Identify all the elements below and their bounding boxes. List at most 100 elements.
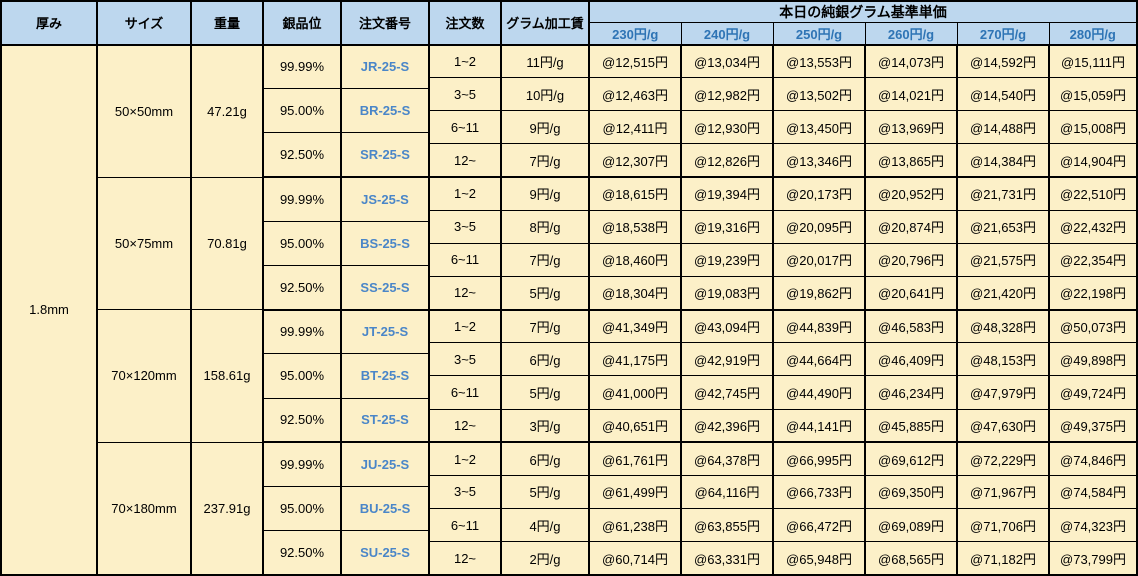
table-header: 厚み サイズ 重量 銀品位 注文番号 注文数 グラム加工賃 本日の純銀グラム基準…	[0, 0, 1138, 46]
price-cell: @44,839円	[772, 309, 866, 344]
col-header-thickness: 厚み	[0, 0, 98, 46]
price-cell: @15,008円	[1048, 110, 1138, 145]
price-cell: @61,761円	[588, 441, 682, 476]
price-cell: @45,885円	[864, 408, 958, 444]
body-subrow: 12~ 5円/g @18,304円 @19,083円 @19,862円 @20,641円 @…	[1, 275, 1138, 311]
order-no-cell: BT-25-S	[340, 353, 430, 399]
col-header-price-group: 本日の純銀グラム基準単価	[588, 0, 1138, 23]
col-header-fee: グラム加工賃	[500, 0, 590, 46]
size-cell: 50×75mm	[96, 176, 192, 311]
order-no-cell: SS-25-S	[340, 264, 430, 311]
body-subrow: 92.50% SR-25-S	[1, 132, 1137, 179]
qty-cell: 12~	[428, 541, 502, 576]
qty-cell: 6~11	[428, 507, 502, 543]
price-cell: @12,982円	[680, 77, 774, 112]
purity-cell: 92.50%	[262, 530, 342, 576]
fee-cell: 9円/g	[500, 110, 590, 145]
header-row-rates: 230円/g 240円/g 250円/g 260円/g 270円/g 280円/…	[1, 22, 1138, 46]
price-cell: @20,095円	[772, 209, 866, 244]
price-cell: @50,073円	[1048, 309, 1138, 344]
rate-header-230: 230円/g	[588, 22, 682, 46]
qty-cell: 3~5	[428, 77, 502, 112]
qty-cell: 12~	[428, 408, 502, 444]
price-cell: @19,316円	[680, 209, 774, 244]
price-cell: @69,612円	[864, 441, 958, 476]
price-cell: @14,384円	[956, 143, 1050, 179]
qty-cell: 1~2	[428, 309, 502, 344]
body-subrow: 95.00% BR-25-S	[1, 88, 1137, 134]
size-cell: 70×180mm	[96, 441, 192, 576]
price-cell: @71,182円	[956, 541, 1050, 576]
size-cell: 70×120mm	[96, 309, 192, 443]
purity-cell: 99.99%	[262, 309, 342, 355]
purity-cell: 95.00%	[262, 88, 342, 134]
price-cell: @13,346円	[772, 143, 866, 179]
price-cell: @41,000円	[588, 375, 682, 410]
price-cell: @42,919円	[680, 342, 774, 377]
body-subrow: 6~11 9円/g @12,411円 @12,930円 @13,450円 @13,969円…	[1, 110, 1138, 145]
price-cell: @41,349円	[588, 309, 682, 344]
price-cell: @46,583円	[864, 309, 958, 344]
purity-cell: 95.00%	[262, 353, 342, 399]
weight-cell: 237.91g	[190, 441, 264, 576]
body-subrow: 70×120mm 158.61g 99.99% JT-25-S 1~2 7円/g @41,3…	[1, 309, 1138, 443]
price-cell: @49,724円	[1048, 375, 1138, 410]
price-cell: @13,450円	[772, 110, 866, 145]
price-cell: @74,846円	[1048, 441, 1138, 476]
price-cell: @42,745円	[680, 375, 774, 410]
rate-header-240: 240円/g	[680, 22, 774, 46]
weight-cell: 158.61g	[190, 309, 264, 443]
price-cell: @14,021円	[864, 77, 958, 112]
price-cell: @13,553円	[772, 43, 866, 79]
col-header-weight: 重量	[190, 0, 264, 46]
qty-cell: 6~11	[428, 110, 502, 145]
body-subrow: 1.8mm 50×50mm 47.21g 99.99% JR-25-S 1~2 11円/g @…	[0, 43, 1138, 576]
order-no-cell: SU-25-S	[340, 530, 430, 576]
price-cell: @66,995円	[772, 441, 866, 476]
price-cell: @42,396円	[680, 408, 774, 444]
fee-cell: 11円/g	[500, 43, 590, 79]
price-cell: @49,898円	[1048, 342, 1138, 377]
price-cell: @69,089円	[864, 507, 958, 543]
price-cell: @18,304円	[588, 275, 682, 311]
price-cell: @46,409円	[864, 342, 958, 377]
price-cell: @64,116円	[680, 474, 774, 509]
fee-cell: 3円/g	[500, 408, 590, 444]
order-no-cell: JT-25-S	[340, 309, 430, 355]
order-no-cell: BU-25-S	[340, 485, 430, 532]
price-cell: @43,094円	[680, 309, 774, 344]
qty-cell: 1~2	[428, 176, 502, 211]
price-cell: @18,615円	[588, 176, 682, 211]
body-subrow: 3~5 6円/g @41,175円 @42,919円 @44,664円 @46,409円 @…	[1, 342, 1138, 377]
purity-cell: 92.50%	[262, 264, 342, 311]
price-cell: @44,141円	[772, 408, 866, 444]
price-cell: @12,307円	[588, 143, 682, 179]
order-no-cell: JS-25-S	[340, 176, 430, 222]
col-header-order-no: 注文番号	[340, 0, 430, 46]
order-no-cell: SR-25-S	[340, 132, 430, 179]
body-subrow: 95.00% BT-25-S	[1, 353, 1137, 399]
body-subrow: 3~5 8円/g @18,538円 @19,316円 @20,095円 @20,874円 @…	[1, 209, 1138, 244]
col-header-purity: 銀品位	[262, 0, 342, 46]
col-header-size: サイズ	[96, 0, 192, 46]
price-cell: @65,948円	[772, 541, 866, 576]
price-cell: @48,153円	[956, 342, 1050, 377]
price-cell: @71,706円	[956, 507, 1050, 543]
size-cell: 50×50mm	[96, 44, 192, 178]
price-cell: @66,733円	[772, 474, 866, 509]
price-cell: @40,651円	[588, 408, 682, 444]
price-cell: @14,592円	[956, 43, 1050, 79]
table-body: 1.8mm 50×50mm 47.21g 99.99% JR-25-S 1~2 11円/g @…	[0, 43, 1138, 576]
price-cell: @46,234円	[864, 375, 958, 410]
price-cell: @63,331円	[680, 541, 774, 576]
price-cell: @74,584円	[1048, 474, 1138, 509]
qty-cell: 1~2	[428, 441, 502, 476]
fee-cell: 8円/g	[500, 209, 590, 244]
body-subrow: 92.50% SS-25-S	[1, 264, 1137, 311]
fee-cell: 4円/g	[500, 507, 590, 543]
purity-cell: 99.99%	[262, 176, 342, 222]
purity-cell: 95.00%	[262, 485, 342, 532]
fee-cell: 7円/g	[500, 309, 590, 344]
price-cell: @22,354円	[1048, 242, 1138, 277]
qty-cell: 3~5	[428, 209, 502, 244]
